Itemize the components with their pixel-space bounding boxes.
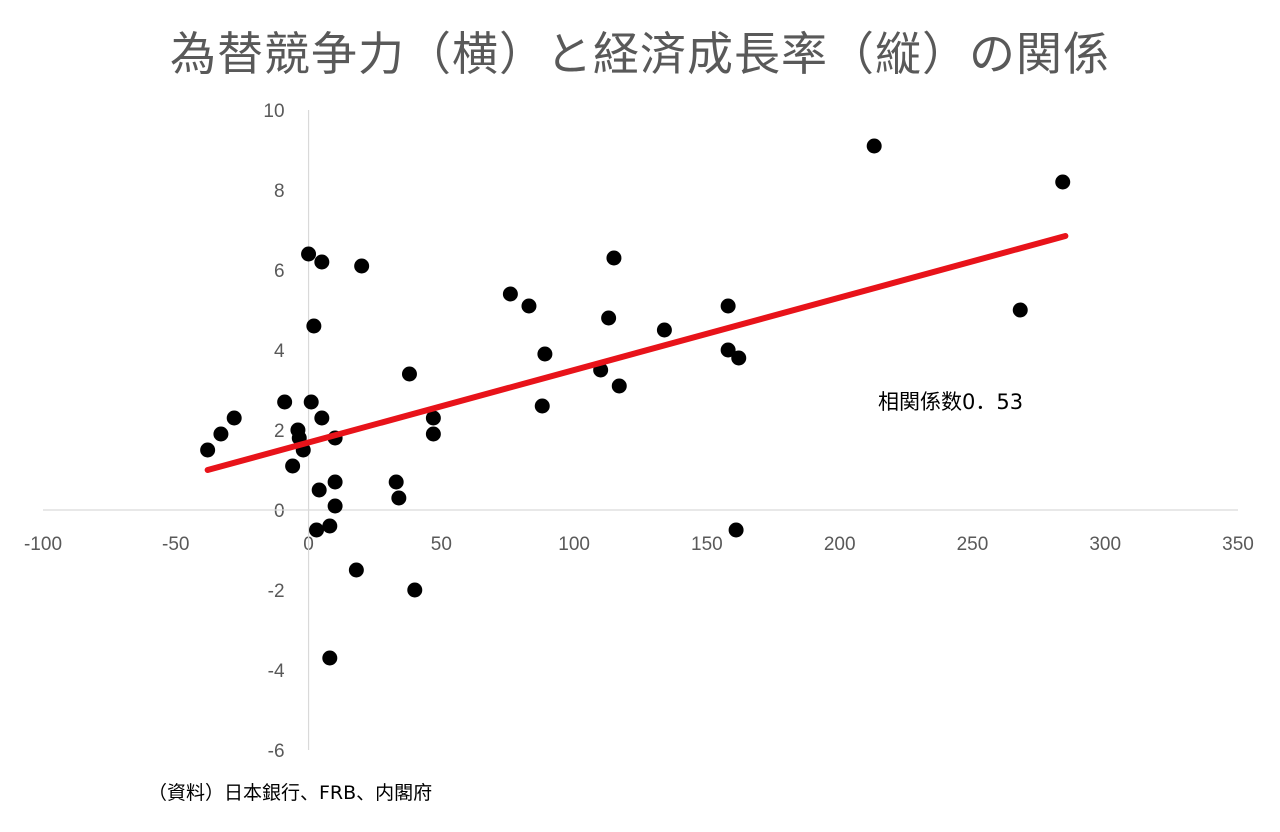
data-point xyxy=(301,246,317,262)
data-point xyxy=(425,426,441,442)
data-point xyxy=(213,426,229,442)
x-tick-label: 300 xyxy=(1089,534,1121,555)
x-tick-label: 100 xyxy=(558,534,590,555)
trendline xyxy=(204,233,1069,473)
data-point xyxy=(521,298,537,314)
data-point xyxy=(1012,302,1028,318)
y-tick-label: -4 xyxy=(268,661,285,682)
data-point xyxy=(401,366,417,382)
y-tick-label: 8 xyxy=(274,181,285,202)
data-point xyxy=(322,518,338,534)
chart-title: 為替競争力（横）と経済成長率（縦）の関係 xyxy=(170,27,1110,81)
data-point xyxy=(388,474,404,490)
data-point xyxy=(277,394,293,410)
data-point xyxy=(1055,174,1071,190)
data-point xyxy=(534,398,550,414)
data-point xyxy=(322,650,338,666)
data-point xyxy=(731,350,747,366)
data-point xyxy=(601,310,617,326)
x-tick-label: 150 xyxy=(691,534,723,555)
data-point xyxy=(314,254,330,270)
data-point xyxy=(606,250,622,266)
data-point xyxy=(728,522,744,538)
data-point xyxy=(502,286,518,302)
data-point xyxy=(720,298,736,314)
data-point xyxy=(425,410,441,426)
x-tick-label: -100 xyxy=(24,534,62,555)
x-axis-ticks: -100 -50 0 50 100 150 200 250 300 350 xyxy=(24,534,1254,555)
x-tick-label: -50 xyxy=(162,534,189,555)
y-tick-label: 0 xyxy=(274,501,285,522)
data-point xyxy=(226,410,242,426)
data-point xyxy=(327,474,343,490)
data-point xyxy=(285,458,301,474)
x-tick-label: 200 xyxy=(824,534,856,555)
data-point xyxy=(306,318,322,334)
x-tick-label: 250 xyxy=(957,534,989,555)
data-point xyxy=(407,582,423,598)
data-point xyxy=(656,322,672,338)
y-tick-label: 2 xyxy=(274,421,285,442)
y-tick-label: 4 xyxy=(274,341,285,362)
data-point xyxy=(611,378,627,394)
correlation-annotation: 相関係数0．53 xyxy=(878,390,1024,414)
data-point xyxy=(866,138,882,154)
data-point xyxy=(391,490,407,506)
data-point xyxy=(720,342,736,358)
data-point xyxy=(303,394,319,410)
data-point xyxy=(200,442,216,458)
source-note: （資料）日本銀行、FRB、内閣府 xyxy=(148,782,433,804)
x-tick-label: 50 xyxy=(431,534,452,555)
data-point xyxy=(537,346,553,362)
data-point xyxy=(327,498,343,514)
data-points xyxy=(200,138,1071,666)
y-axis-ticks: -6 -4 -2 0 2 4 6 8 10 xyxy=(263,101,285,762)
data-point xyxy=(314,410,330,426)
data-point xyxy=(309,522,325,538)
data-point xyxy=(348,562,364,578)
x-tick-label: 350 xyxy=(1222,534,1254,555)
y-tick-label: -2 xyxy=(268,581,285,602)
data-point xyxy=(311,482,327,498)
y-tick-label: -6 xyxy=(268,741,285,762)
y-tick-label: 6 xyxy=(274,261,285,282)
y-tick-label: 10 xyxy=(263,101,284,122)
data-point xyxy=(354,258,370,274)
